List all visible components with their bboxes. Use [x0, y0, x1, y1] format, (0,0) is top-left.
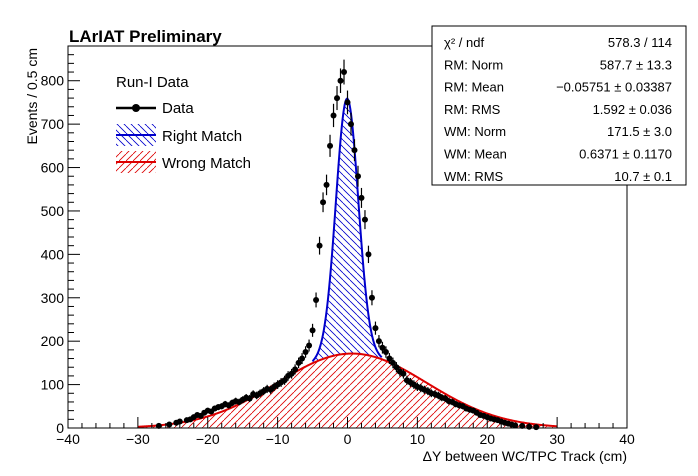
y-axis-title: Events / 0.5 cm — [24, 48, 40, 144]
data-point — [320, 199, 327, 206]
data-point — [330, 112, 337, 119]
data-point — [323, 181, 330, 188]
data-point — [302, 349, 309, 356]
x-tick-label: −10 — [266, 431, 290, 447]
data-point — [400, 370, 407, 377]
data-point — [155, 422, 162, 429]
data-point — [519, 422, 526, 429]
stats-label: RM: RMS — [444, 102, 501, 117]
data-point — [361, 216, 368, 223]
y-tick-label: 500 — [41, 203, 65, 219]
y-tick-label: 200 — [41, 333, 65, 349]
data-point — [386, 355, 393, 362]
data-point — [354, 173, 361, 180]
data-point — [365, 251, 372, 258]
legend-header: Run-I Data — [116, 74, 189, 91]
data-point — [295, 359, 302, 366]
data-point — [292, 366, 299, 373]
legend-entry-wrong-match: Wrong Match — [116, 151, 251, 173]
y-tick-label: 400 — [41, 246, 65, 262]
data-point — [393, 364, 400, 371]
data-point — [316, 242, 323, 249]
data-point — [379, 344, 386, 351]
y-tick-label: 600 — [41, 160, 65, 176]
legend-entry-data: Data — [116, 100, 194, 117]
data-point — [375, 338, 382, 345]
x-tick-label: 10 — [410, 431, 426, 447]
legend-label-wrong-match: Wrong Match — [162, 155, 251, 172]
stats-value: 10.7 ± 0.1 — [614, 169, 672, 184]
stats-label: WM: RMS — [444, 169, 504, 184]
x-axis-ticks: −40 −30 −20 −10 0 10 20 30 40 — [56, 417, 635, 447]
stats-label: WM: Mean — [444, 147, 507, 162]
data-point — [358, 194, 365, 201]
stats-value: 0.6371 ± 0.1170 — [579, 147, 672, 162]
fit-stats-box: χ² / ndf 578.3 / 114 RM: Norm 587.7 ± 13.3 R… — [431, 25, 687, 186]
stats-label: RM: Norm — [444, 57, 503, 72]
data-point — [533, 424, 540, 431]
data-point — [351, 147, 358, 154]
legend-entry-right-match: Right Match — [116, 124, 242, 146]
x-tick-label: −30 — [126, 431, 150, 447]
stats-value: 171.5 ± 3.0 — [607, 124, 672, 139]
data-point — [288, 370, 295, 377]
legend-label-data: Data — [162, 100, 194, 117]
data-point — [166, 421, 173, 428]
data-point — [344, 99, 351, 106]
data-point — [246, 395, 253, 402]
stats-value: 578.3 / 114 — [608, 35, 672, 50]
stats-value: 1.592 ± 0.036 — [593, 102, 672, 117]
chart-title: LArIAT Preliminary — [69, 27, 222, 46]
x-tick-label: −40 — [56, 431, 80, 447]
legend-data-marker — [132, 104, 140, 112]
stats-label: RM: Mean — [444, 80, 504, 95]
data-points — [155, 59, 540, 431]
y-tick-label: 700 — [41, 116, 65, 132]
x-tick-label: 20 — [479, 431, 495, 447]
stats-value: −0.05751 ± 0.03387 — [556, 80, 672, 95]
data-point — [281, 377, 288, 384]
data-point — [176, 418, 183, 425]
right-match-hatched-area — [312, 98, 382, 364]
x-tick-label: 0 — [344, 431, 352, 447]
data-point — [309, 327, 316, 334]
x-tick-label: 30 — [549, 431, 565, 447]
data-point — [368, 294, 375, 301]
right-match-fill-group — [312, 98, 382, 364]
data-point — [337, 77, 344, 84]
data-point — [372, 325, 379, 332]
x-tick-label: 40 — [619, 431, 635, 447]
wrong-match-fit-curve — [137, 352, 558, 428]
data-point — [313, 296, 320, 303]
y-tick-label: 300 — [41, 290, 65, 306]
y-tick-label: 0 — [56, 420, 64, 436]
stats-label: χ² / ndf — [444, 35, 484, 50]
legend: Run-I Data Data Right Match Wrong Match — [116, 74, 251, 173]
wrong-match-fill-group — [137, 353, 558, 428]
data-point — [327, 142, 334, 149]
data-point — [382, 349, 389, 356]
data-point — [341, 69, 348, 76]
stats-value: 587.7 ± 13.3 — [600, 57, 672, 72]
data-point — [334, 95, 341, 102]
data-point — [306, 342, 313, 349]
y-axis-ticks: 0 100 200 300 400 500 600 700 800 — [41, 54, 80, 436]
x-tick-label: −20 — [196, 431, 220, 447]
y-tick-label: 100 — [41, 377, 65, 393]
y-tick-label: 800 — [41, 73, 65, 89]
data-point — [299, 355, 306, 362]
x-axis-title: ΔY between WC/TPC Track (cm) — [423, 448, 627, 464]
data-point — [347, 121, 354, 128]
stats-label: WM: Norm — [444, 124, 506, 139]
legend-label-right-match: Right Match — [162, 128, 242, 145]
data-point — [389, 359, 396, 366]
wrong-match-hatched-area — [137, 353, 558, 428]
